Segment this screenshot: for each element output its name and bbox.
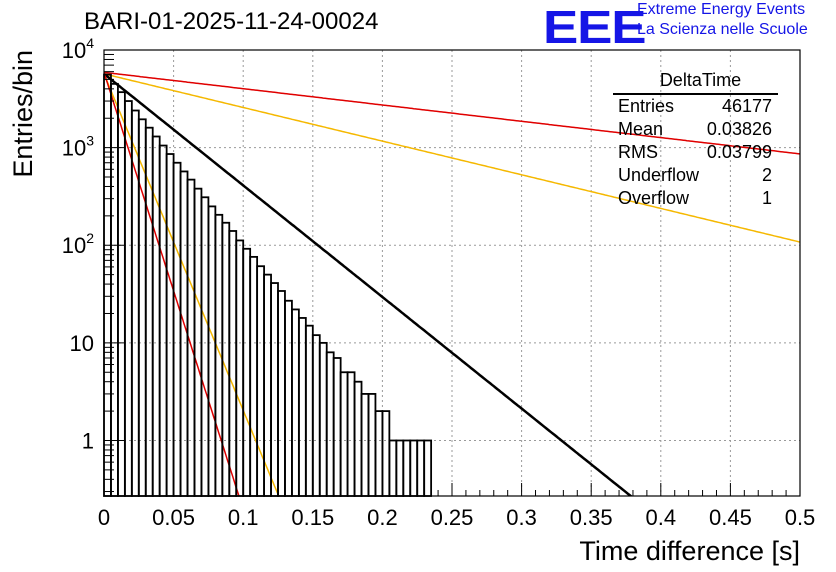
- histogram-bin: [291, 308, 300, 497]
- stats-value: 1: [761, 188, 772, 208]
- eee-logo: EEE: [543, 1, 647, 53]
- fit-curve-orange-fast: [104, 73, 280, 496]
- histogram-bin: [339, 371, 349, 497]
- stats-value: 2: [761, 165, 772, 185]
- x-tick-label: 0.35: [570, 505, 613, 530]
- histogram-bin: [207, 205, 217, 497]
- histogram-bin: [381, 410, 391, 497]
- stats-row: RMS 0.03799: [613, 142, 778, 165]
- histogram-bin: [165, 153, 175, 497]
- fit-curve-black: [104, 72, 633, 496]
- x-tick-label: 0.5: [785, 505, 816, 530]
- histogram-bin: [172, 161, 182, 497]
- histogram-bin: [103, 73, 112, 497]
- y-axis-label: Entries/bin: [8, 50, 38, 178]
- logo-caption-line1: Extreme Energy Events: [637, 1, 806, 18]
- histogram-bin: [137, 118, 147, 497]
- histogram-bin: [423, 439, 433, 497]
- histogram-bin: [256, 265, 265, 497]
- stats-label: Mean: [618, 119, 664, 139]
- histogram-bin: [409, 439, 419, 497]
- y-tick-label: 1: [82, 428, 94, 453]
- logo-caption-line2: La Scienza nelle Scuole: [637, 21, 808, 38]
- stats-box: DeltaTime Entries 46177 Mean 0.03826 RMS 0.…: [613, 70, 778, 211]
- x-tick-label: 0: [98, 505, 110, 530]
- fit-curve-red-fast: [104, 72, 240, 496]
- histogram-bin: [117, 91, 126, 497]
- x-tick-label: 0.15: [291, 505, 334, 530]
- histogram-bin: [360, 393, 370, 497]
- fit-curves: [104, 71, 800, 496]
- stats-value: 0.03799: [706, 142, 772, 162]
- histogram-bin: [374, 410, 384, 497]
- histogram-bin: [277, 290, 286, 497]
- stats-row: Entries 46177: [613, 96, 778, 119]
- stats-header: DeltaTime: [659, 70, 742, 90]
- fit-curve-red-slow: [104, 71, 800, 155]
- stats-value: 46177: [721, 96, 772, 116]
- histogram-bin: [249, 255, 259, 497]
- stats-label: Underflow: [618, 165, 700, 185]
- histogram-bin: [228, 230, 238, 497]
- histogram-bin: [242, 247, 252, 497]
- y-tick-label: 10: [70, 331, 94, 356]
- chart-title: BARI-01-2025-11-24-00024: [84, 8, 379, 35]
- histogram-bin: [110, 82, 119, 497]
- histogram-bin: [284, 299, 293, 497]
- fit-curve-orange-slow: [104, 73, 800, 243]
- histogram-bin: [388, 439, 398, 497]
- stats-divider: [613, 93, 778, 95]
- y-tick-label: 103: [62, 133, 94, 161]
- x-tick-label: 0.4: [646, 505, 677, 530]
- x-tick-label: 0.1: [228, 505, 259, 530]
- histogram-bin: [151, 135, 161, 497]
- histogram-bin: [235, 239, 245, 497]
- histogram-bin: [200, 196, 210, 497]
- stats-label: RMS: [618, 142, 658, 162]
- histogram-bin: [123, 100, 133, 497]
- histogram-bin: [395, 439, 405, 497]
- x-axis-label: Time difference [s]: [579, 536, 800, 566]
- stats-label: Entries: [618, 96, 675, 116]
- histogram-bin: [325, 351, 335, 497]
- histogram-bin: [332, 357, 342, 497]
- x-tick-label: 0.45: [709, 505, 752, 530]
- x-tick-label: 0.05: [152, 505, 195, 530]
- axes: 0 0.05 0.1 0.15 0.2 0.25 0.3 0.35 0.4 0.45 0.5 1 10 1…: [62, 35, 816, 530]
- histogram-bin: [158, 144, 168, 497]
- x-tick-label: 0.25: [431, 505, 474, 530]
- histogram-bin: [297, 317, 307, 497]
- histogram-bin: [416, 439, 426, 497]
- histogram-bin: [270, 282, 279, 497]
- x-tick-label: 0.3: [506, 505, 537, 530]
- y-tick-label: 102: [62, 230, 94, 258]
- histogram-bin: [193, 187, 203, 497]
- stats-row: Underflow 2: [613, 165, 778, 188]
- y-tick-label: 104: [62, 35, 94, 63]
- histogram-bin: [318, 341, 328, 497]
- x-tick-label: 0.2: [367, 505, 398, 530]
- histogram-bin: [402, 439, 412, 497]
- histogram-bin: [367, 393, 377, 497]
- histogram-bin: [304, 324, 314, 497]
- histogram-bin: [311, 334, 321, 497]
- stats-row: Mean 0.03826: [613, 119, 778, 142]
- histogram-bin: [353, 380, 363, 497]
- histogram-bin: [346, 371, 356, 497]
- stats-row: Overflow 1: [613, 188, 778, 211]
- stats-value: 0.03826: [706, 119, 772, 139]
- stats-label: Overflow: [618, 188, 690, 208]
